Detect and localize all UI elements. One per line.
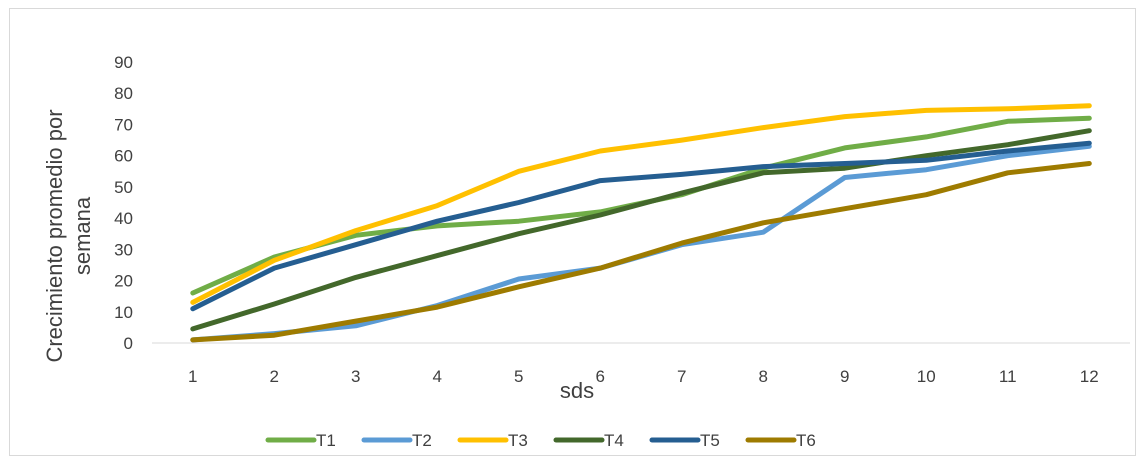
y-axis-title-line: semana — [70, 196, 95, 275]
y-tick-label: 50 — [114, 178, 133, 197]
x-tick-label: 9 — [840, 367, 849, 386]
y-tick-label: 80 — [114, 84, 133, 103]
legend-label-t3: T3 — [508, 431, 528, 450]
y-tick-label: 60 — [114, 147, 133, 166]
y-tick-label: 90 — [114, 53, 133, 72]
series-line-t5 — [190, 140, 1092, 312]
legend-label-t4: T4 — [604, 431, 624, 450]
x-tick-label: 8 — [759, 367, 768, 386]
legend-label-t1: T1 — [316, 431, 336, 450]
y-tick-label: 30 — [114, 240, 133, 259]
y-axis-title-line: Crecimiento promedio por — [42, 109, 67, 362]
x-tick-label: 5 — [514, 367, 523, 386]
series-line-t4 — [190, 128, 1092, 332]
y-tick-label: 40 — [114, 209, 133, 228]
x-tick-label: 2 — [270, 367, 279, 386]
x-tick-label: 7 — [677, 367, 686, 386]
series-line-t3 — [190, 103, 1092, 305]
y-tick-label: 70 — [114, 115, 133, 134]
chart-frame — [9, 8, 1136, 456]
y-tick-label: 10 — [114, 303, 133, 322]
x-tick-label: 1 — [188, 367, 197, 386]
x-tick-label: 3 — [351, 367, 360, 386]
x-tick-label: 12 — [1080, 367, 1099, 386]
y-tick-label: 0 — [124, 334, 133, 353]
x-tick-label: 10 — [917, 367, 936, 386]
x-axis-ticks: 1 2 3 4 5 6 7 8 9 10 11 12 — [188, 367, 1099, 386]
legend-label-t6: T6 — [796, 431, 816, 450]
x-axis-title: sds — [560, 378, 594, 403]
series-lines — [190, 103, 1092, 343]
x-tick-label: 4 — [433, 367, 442, 386]
legend-label-t2: T2 — [412, 431, 432, 450]
legend: T1 T2 T3 T4 T5 T6 — [265, 431, 816, 450]
y-axis-ticks: 0 10 20 30 40 50 60 70 80 90 — [114, 53, 133, 353]
y-axis-title: Crecimiento promedio por semana — [42, 109, 95, 362]
legend-label-t5: T5 — [700, 431, 720, 450]
series-line-t6 — [190, 161, 1092, 343]
x-tick-label: 11 — [999, 367, 1017, 386]
y-tick-label: 20 — [114, 272, 133, 291]
x-tick-label: 6 — [596, 367, 605, 386]
